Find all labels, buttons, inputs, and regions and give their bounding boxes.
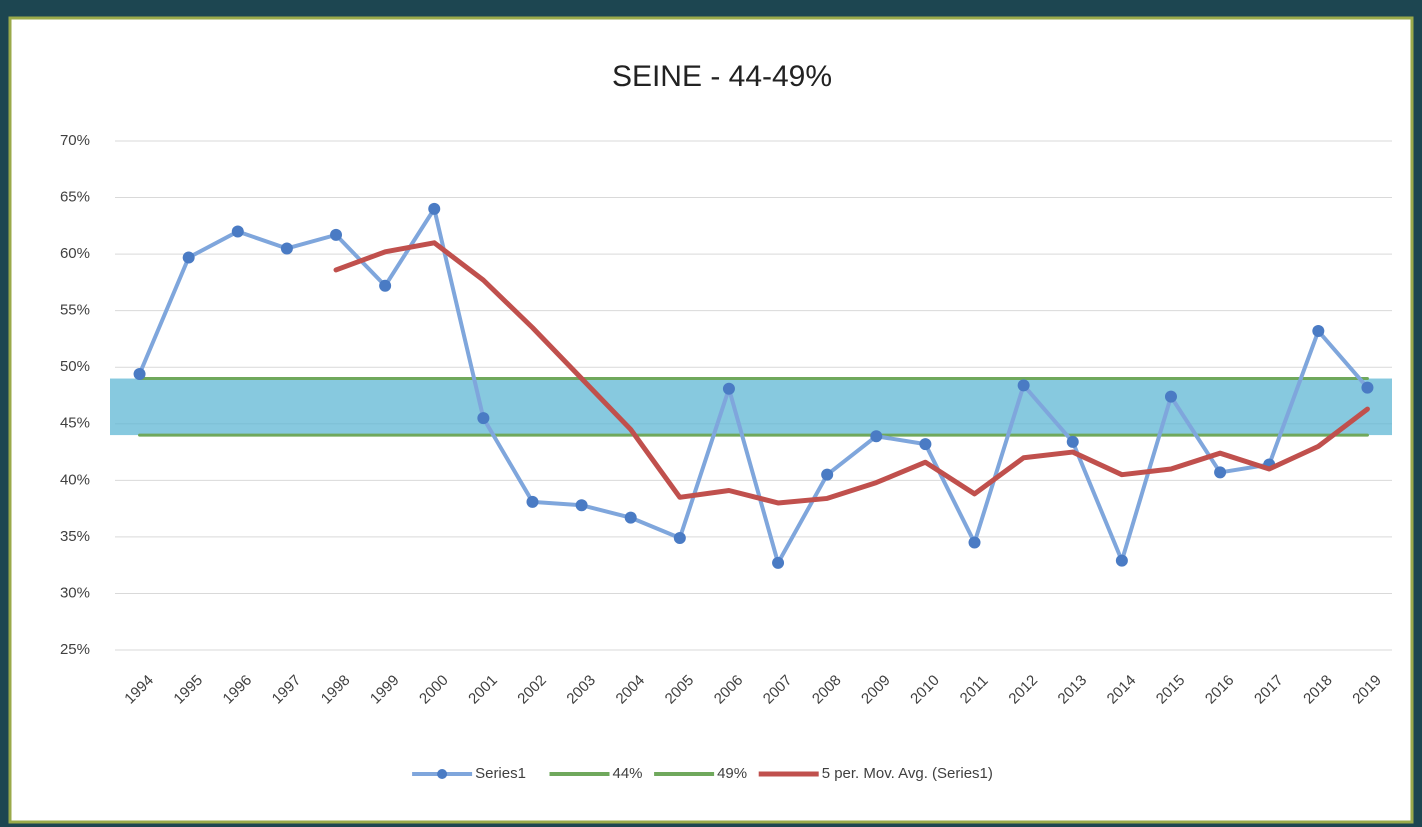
series-line (137, 206, 1370, 565)
y-tick-label: 70% (60, 132, 90, 149)
chart-title: SEINE - 44-49% (612, 60, 832, 93)
y-tick-label: 50% (60, 358, 90, 375)
y-tick-label: 45% (60, 415, 90, 432)
marker (722, 382, 735, 395)
marker (526, 495, 539, 508)
threshold-band (110, 378, 1392, 436)
marker (1115, 554, 1128, 567)
marker (673, 532, 686, 545)
marker (772, 556, 785, 569)
marker (1066, 435, 1079, 448)
y-tick-label: 65% (60, 189, 90, 206)
marker (575, 499, 588, 512)
marker (919, 438, 932, 451)
marker (968, 536, 981, 549)
legend-marker (437, 769, 448, 779)
marker (231, 225, 244, 238)
marker (1164, 390, 1177, 403)
legend-label: 44% (613, 765, 643, 782)
marker (182, 251, 195, 264)
marker (1361, 381, 1374, 394)
marker (280, 242, 293, 255)
marker (624, 511, 637, 524)
legend-label: Series1 (475, 765, 526, 782)
marker (330, 228, 343, 241)
marker (477, 412, 490, 425)
marker (870, 430, 883, 443)
marker (133, 368, 146, 381)
legend-label: 49% (717, 765, 747, 782)
y-tick-label: 55% (60, 302, 90, 319)
y-tick-label: 25% (60, 641, 90, 658)
series-line (333, 240, 1370, 506)
marker (1214, 466, 1227, 479)
y-tick-label: 40% (60, 471, 90, 488)
marker (1017, 379, 1030, 392)
y-tick-label: 30% (60, 584, 90, 601)
marker (428, 202, 441, 215)
marker (821, 468, 834, 481)
marker (1312, 325, 1325, 338)
y-tick-label: 60% (60, 245, 90, 262)
marker (379, 279, 392, 292)
legend-label: 5 per. Mov. Avg. (Series1) (822, 765, 993, 782)
y-tick-label: 35% (60, 528, 90, 545)
